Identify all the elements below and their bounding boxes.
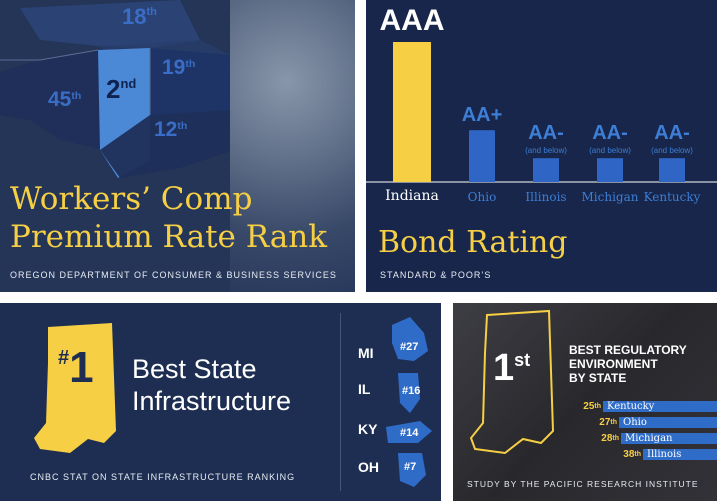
label-ohio: Ohio: [623, 417, 647, 428]
state-map: [0, 0, 235, 178]
chart-source: STANDARD & POOR’S: [380, 270, 492, 280]
rank-oh: #7: [404, 461, 417, 473]
rating-ohio: AA+: [461, 104, 503, 127]
label-illinois: Illinois: [647, 449, 682, 460]
rank-kentucky: 25th: [583, 401, 601, 412]
label-michigan: Michigan: [625, 433, 673, 444]
regulatory-rank: 1st: [493, 347, 531, 389]
category-kentucky: Kentucky: [643, 190, 701, 204]
infrastructure-rank-number: 1: [69, 343, 94, 392]
state-outlines: [386, 317, 432, 487]
indiana-shape: [34, 323, 116, 453]
bond-chart: [366, 42, 717, 183]
workers-comp-panel: 18th 45th 2nd 19th 12th Workers’ Comp Pr…: [0, 0, 355, 292]
infrastructure-rank: #1: [58, 343, 94, 392]
infrastructure-source: CNBC STAT ON STATE INFRASTRUCTURE RANKIN…: [30, 472, 296, 482]
rank-indiana: 2nd: [106, 74, 137, 104]
bar-kentucky: [659, 158, 685, 182]
bar-michigan: [621, 433, 717, 444]
regulatory-source: STUDY BY THE PACIFIC RESEARCH INSTITUTE: [467, 479, 699, 489]
kentucky-shape: [386, 421, 432, 443]
rating-indiana: AAA: [379, 4, 445, 37]
rank-il: #16: [402, 385, 421, 397]
category-illinois: Illinois: [525, 190, 567, 204]
rating-illinois: AA-: [528, 122, 564, 145]
rank-illinois: 38th: [623, 449, 641, 460]
rank-ohio: 19th: [162, 56, 196, 79]
rank-ky: #14: [400, 427, 419, 439]
bar-ohio: [469, 130, 495, 182]
bar-michigan: [597, 158, 623, 182]
bar-indiana: [393, 42, 431, 182]
infrastructure-title: Best State Infrastructure: [132, 354, 292, 416]
rank-michigan: 18th: [122, 4, 157, 29]
note-michigan: (and below): [589, 146, 631, 156]
state-oh: OH: [358, 459, 379, 475]
state-mi: MI: [358, 345, 374, 361]
michigan-shape: [392, 317, 428, 361]
workers-comp-title: Workers’ Comp Premium Rate Rank: [10, 181, 328, 255]
workers-comp-source: OREGON DEPARTMENT OF CONSUMER & BUSINESS…: [10, 270, 337, 280]
category-michigan: Michigan: [581, 190, 639, 204]
illinois-shape: [398, 373, 420, 413]
regulatory-panel: 1st BEST REGULATORY ENVIRONMENT BY STATE…: [453, 303, 717, 501]
rating-kentucky: AA-: [654, 122, 690, 145]
note-illinois: (and below): [525, 146, 567, 156]
ohio-shape: [398, 453, 426, 487]
rank-michigan: 28th: [601, 433, 619, 444]
bar-ohio: [619, 417, 717, 428]
rank-kentucky: 12th: [154, 118, 188, 141]
infrastructure-panel: #1 Best State Infrastructure CNBC STAT O…: [0, 303, 441, 501]
regulatory-heading: BEST REGULATORY ENVIRONMENT BY STATE: [569, 343, 687, 385]
bar-illinois: [533, 158, 559, 182]
rank-illinois: 45th: [48, 88, 82, 111]
category-indiana: Indiana: [385, 188, 439, 204]
bond-rating-panel: AAA Indiana AA+ Ohio AA- (and below) Illinois A…: [366, 0, 717, 292]
bar-illinois: [643, 449, 717, 460]
chart-title: Bond Rating: [378, 225, 568, 260]
rank-mi: #27: [400, 341, 419, 353]
divider: [340, 313, 341, 491]
category-ohio: Ohio: [467, 190, 497, 204]
worker-photo: [230, 0, 355, 292]
state-ky: KY: [358, 421, 378, 437]
rating-michigan: AA-: [592, 122, 628, 145]
label-kentucky: Kentucky: [607, 401, 655, 412]
state-il: IL: [358, 381, 371, 397]
rank-ohio: 27th: [599, 417, 617, 428]
note-kentucky: (and below): [651, 146, 693, 156]
bar-kentucky: [603, 401, 717, 412]
indiana-outline: [469, 309, 555, 455]
